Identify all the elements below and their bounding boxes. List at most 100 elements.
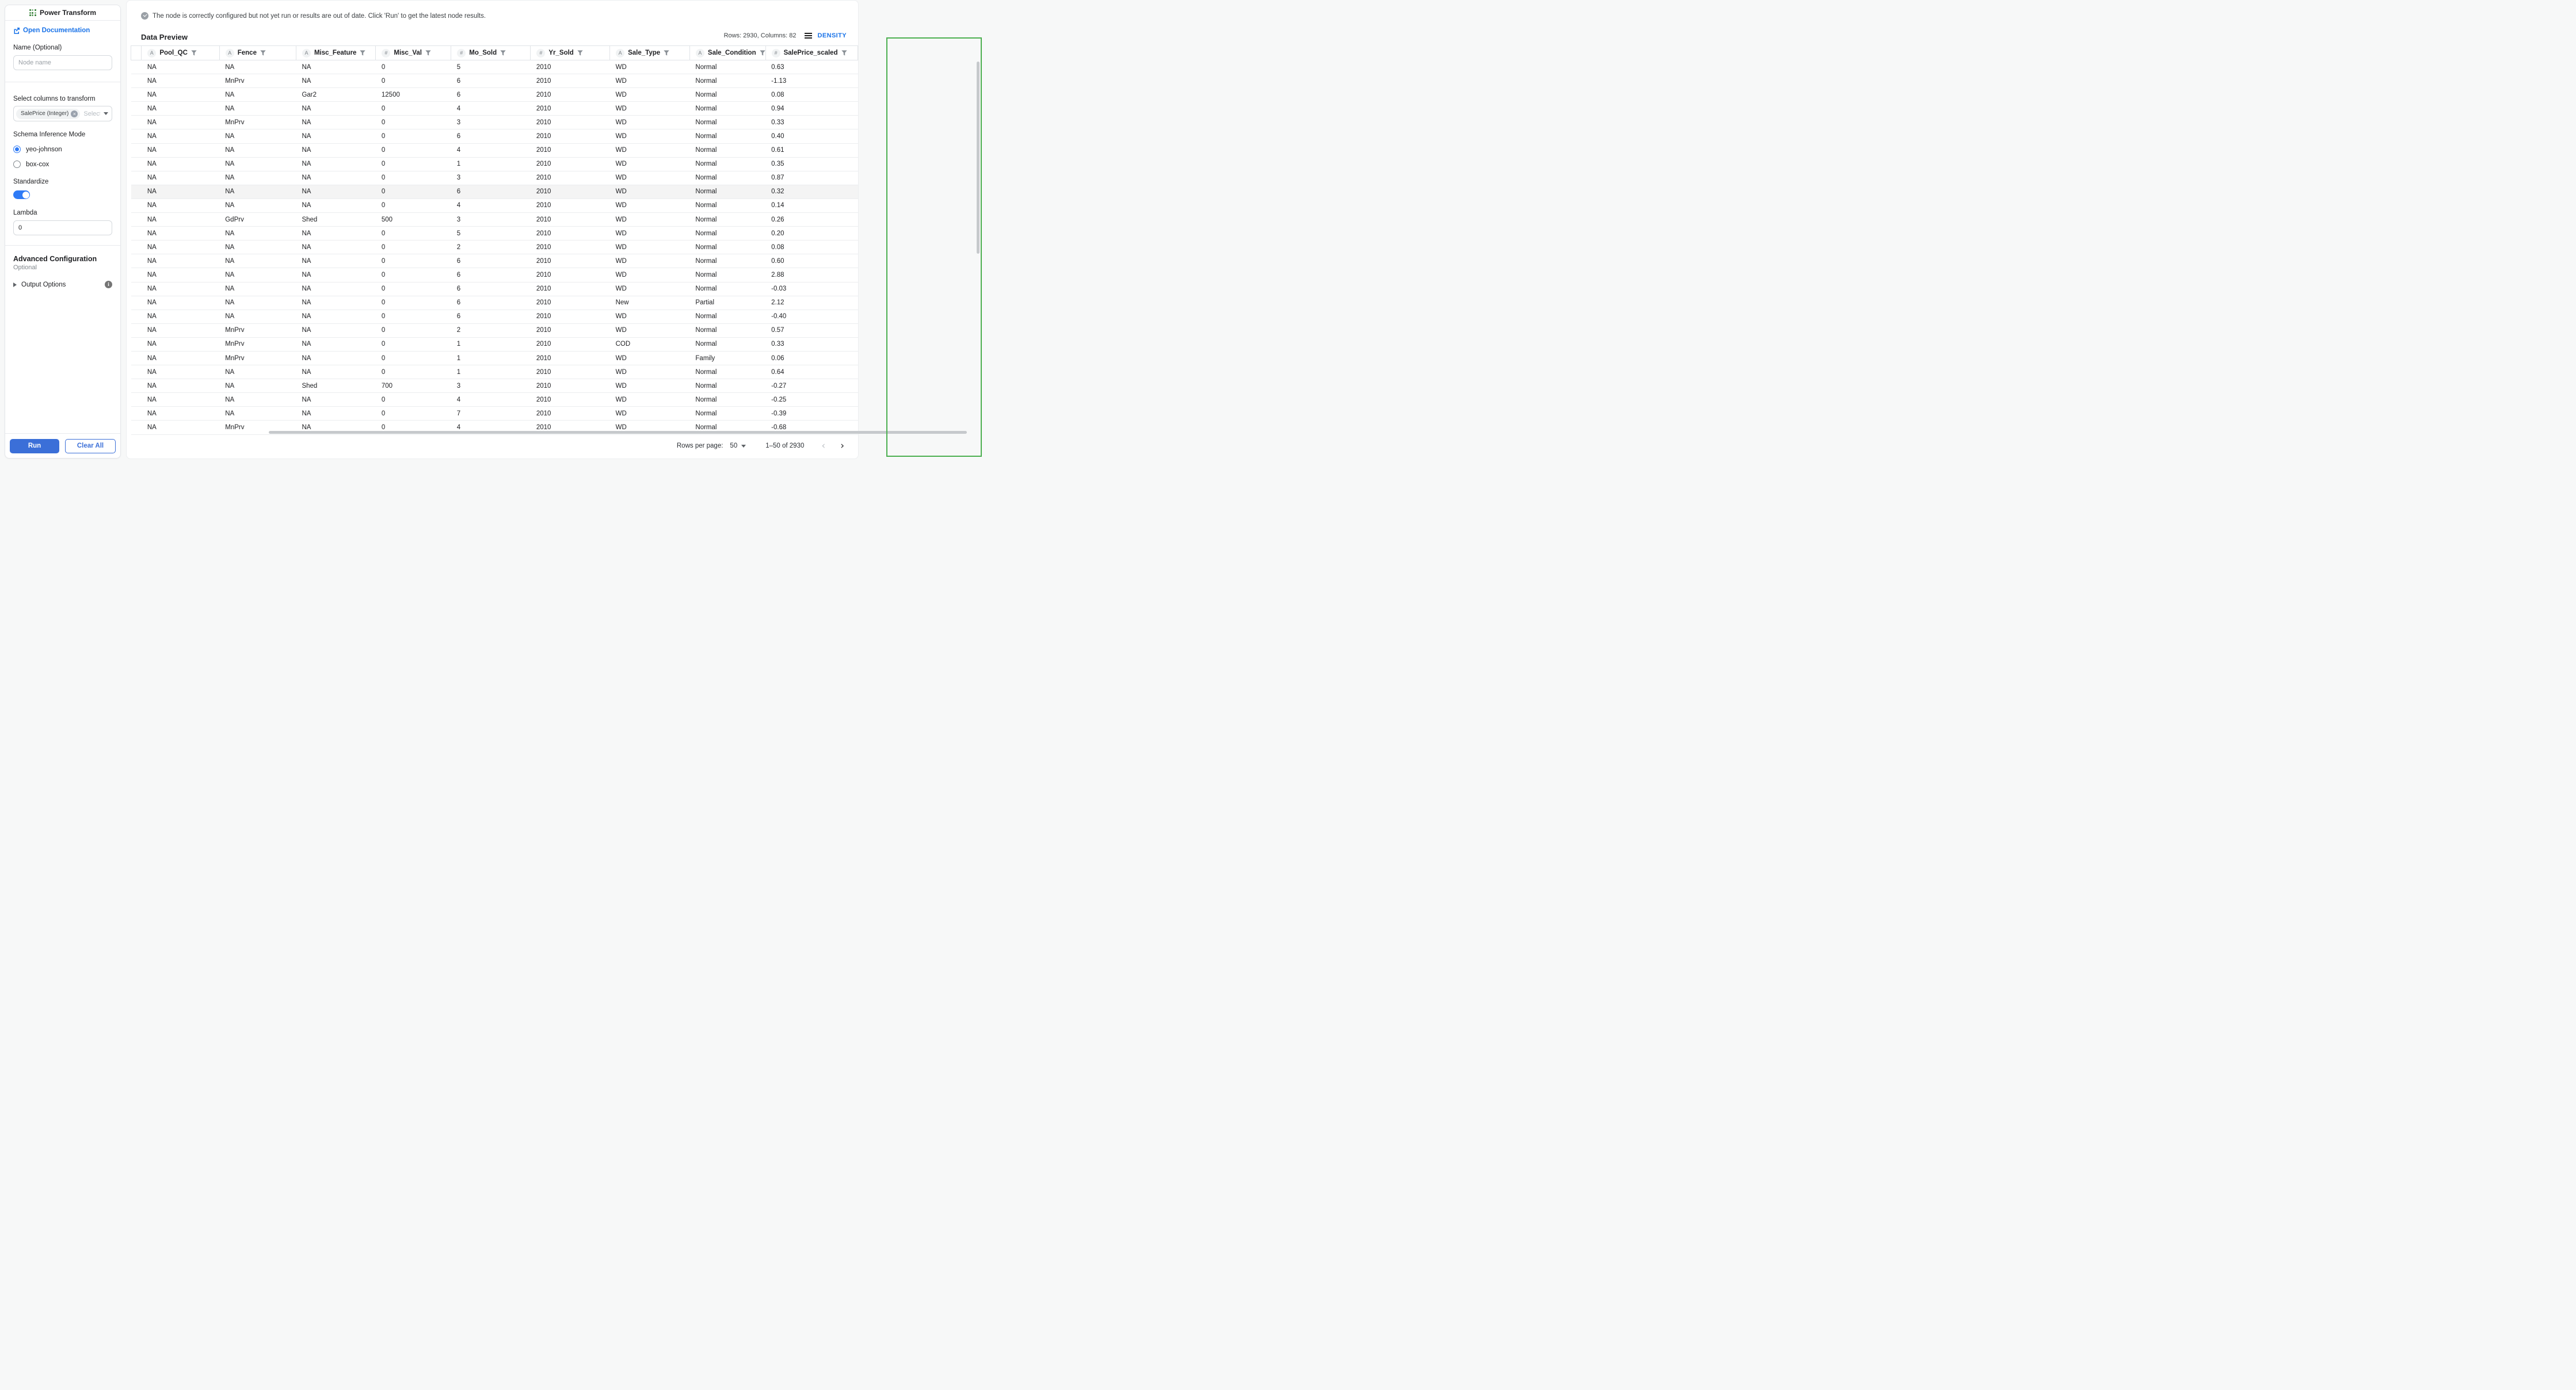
table-row: NA NA NA 0 4 2010 WD Normal 0.94 [131, 101, 858, 116]
radio-option-yeo-johnson[interactable]: yeo-johnson [13, 146, 112, 153]
table-cell: WD [609, 379, 690, 394]
table-cell: Normal [689, 74, 766, 89]
table-cell: 0 [375, 226, 451, 241]
next-page-button[interactable]: › [840, 440, 844, 452]
column-header-Misc_Feature[interactable]: A Misc_Feature [296, 45, 376, 60]
table-cell: NA [219, 240, 296, 255]
table-cell: NA [296, 129, 376, 144]
horizontal-scrollbar[interactable] [269, 431, 967, 434]
table-cell: 7 [451, 406, 531, 421]
column-header-Yr_Sold[interactable]: # Yr_Sold [530, 45, 611, 60]
radio-icon[interactable] [13, 161, 21, 168]
table-cell: 2 [451, 240, 531, 255]
status-banner: The node is correctly configured but not… [127, 1, 858, 20]
node-name-input[interactable] [13, 55, 112, 70]
table-row: NA NA NA 0 5 2010 WD Normal 0.63 [131, 60, 858, 75]
table-cell: 2.88 [765, 268, 858, 282]
column-header-SalePrice_scaled[interactable]: # SalePrice_scaled [765, 45, 859, 60]
row-gutter-cell [131, 420, 142, 435]
filter-funnel-icon[interactable] [191, 50, 197, 56]
table-row: NA NA NA 0 1 2010 WD Normal 0.64 [131, 365, 858, 380]
table-row: NA NA NA 0 6 2010 WD Normal -0.03 [131, 282, 858, 296]
filter-funnel-icon[interactable] [841, 50, 847, 56]
table-cell: 2010 [530, 240, 610, 255]
column-name: SalePrice_scaled [783, 49, 838, 56]
row-gutter-cell [131, 60, 142, 75]
table-cell: 5 [451, 226, 531, 241]
table-cell: Normal [689, 282, 766, 296]
table-cell: NA [219, 379, 296, 394]
radio-label: box-cox [26, 161, 49, 168]
column-name: Misc_Val [394, 49, 422, 56]
radio-icon[interactable] [13, 146, 21, 153]
table-cell: NA [296, 351, 376, 366]
columns-multiselect[interactable]: SalePrice (Integer) × Select c... [13, 106, 112, 121]
table-cell: NA [219, 226, 296, 241]
run-button[interactable]: Run [10, 438, 59, 453]
table-cell: NA [296, 60, 376, 75]
page-size-select[interactable]: 50 [730, 442, 746, 449]
table-cell: 0.63 [765, 60, 858, 75]
column-header-Misc_Val[interactable]: # Misc_Val [375, 45, 452, 60]
table-cell: 0.61 [765, 143, 858, 158]
node-title: Power Transform [39, 9, 97, 17]
table-cell: 2010 [530, 323, 610, 338]
advanced-configuration-subtitle: Optional [13, 264, 37, 271]
radio-option-box-cox[interactable]: box-cox [13, 161, 112, 168]
table-cell: 0 [375, 115, 451, 130]
chevron-down-icon [104, 112, 108, 115]
table-cell: 0 [375, 101, 451, 116]
standardize-toggle[interactable] [13, 190, 30, 199]
table-cell: 0 [375, 129, 451, 144]
table-cell: 2010 [530, 87, 610, 102]
filter-funnel-icon[interactable] [500, 50, 506, 56]
table-cell: 2010 [530, 351, 610, 366]
table-cell: 6 [451, 268, 531, 282]
clear-all-button[interactable]: Clear All [65, 438, 116, 453]
lambda-input[interactable] [13, 220, 112, 235]
table-cell: NA [296, 268, 376, 282]
chip-remove-icon[interactable]: × [71, 110, 78, 117]
density-toggle-button[interactable]: DENSITY [804, 32, 847, 39]
name-label: Name (Optional) [13, 44, 62, 51]
previous-page-button[interactable]: ‹ [821, 440, 826, 452]
info-icon[interactable]: i [105, 281, 112, 288]
table-cell: NA [141, 365, 220, 380]
open-documentation-label: Open Documentation [23, 27, 90, 34]
table-cell: 0 [375, 310, 451, 324]
table-cell: WD [609, 171, 690, 185]
table-cell: 0.08 [765, 240, 858, 255]
filter-funnel-icon[interactable] [759, 50, 765, 56]
table-cell: NA [141, 115, 220, 130]
rows-per-page-label: Rows per page: [676, 442, 723, 449]
filter-funnel-icon[interactable] [360, 50, 366, 56]
table-cell: NA [141, 268, 220, 282]
table-cell: NA [296, 171, 376, 185]
table-row: NA NA NA 0 4 2010 WD Normal -0.25 [131, 392, 858, 407]
column-header-Mo_Sold[interactable]: # Mo_Sold [451, 45, 531, 60]
filter-funnel-icon[interactable] [664, 50, 669, 56]
open-documentation-link[interactable]: Open Documentation [13, 27, 112, 34]
table-row: NA MnPrv NA 0 1 2010 WD Family 0.06 [131, 351, 858, 366]
table-cell: NA [296, 198, 376, 213]
vertical-scrollbar[interactable] [977, 62, 980, 254]
column-header-Fence[interactable]: A Fence [219, 45, 296, 60]
table-cell: 2010 [530, 296, 610, 310]
table-cell: 1 [451, 157, 531, 171]
table-cell: NA [219, 365, 296, 380]
column-header-Pool_QC[interactable]: A Pool_QC [141, 45, 220, 60]
table-cell: NA [141, 101, 220, 116]
filter-funnel-icon[interactable] [425, 50, 431, 56]
table-row: NA NA NA 0 6 2010 WD Normal 0.32 [131, 185, 858, 199]
table-cell: WD [609, 310, 690, 324]
table-cell: 2.12 [765, 296, 858, 310]
table-cell: 2010 [530, 185, 610, 199]
column-header-Sale_Condition[interactable]: A Sale_Condition [689, 45, 766, 60]
table-cell: 0 [375, 157, 451, 171]
advanced-configuration-title: Advanced Configuration [13, 255, 97, 263]
output-options-expander[interactable]: Output Options i [13, 281, 112, 288]
filter-funnel-icon[interactable] [577, 50, 583, 56]
table-cell: Normal [689, 101, 766, 116]
column-header-Sale_Type[interactable]: A Sale_Type [609, 45, 690, 60]
filter-funnel-icon[interactable] [260, 50, 266, 56]
